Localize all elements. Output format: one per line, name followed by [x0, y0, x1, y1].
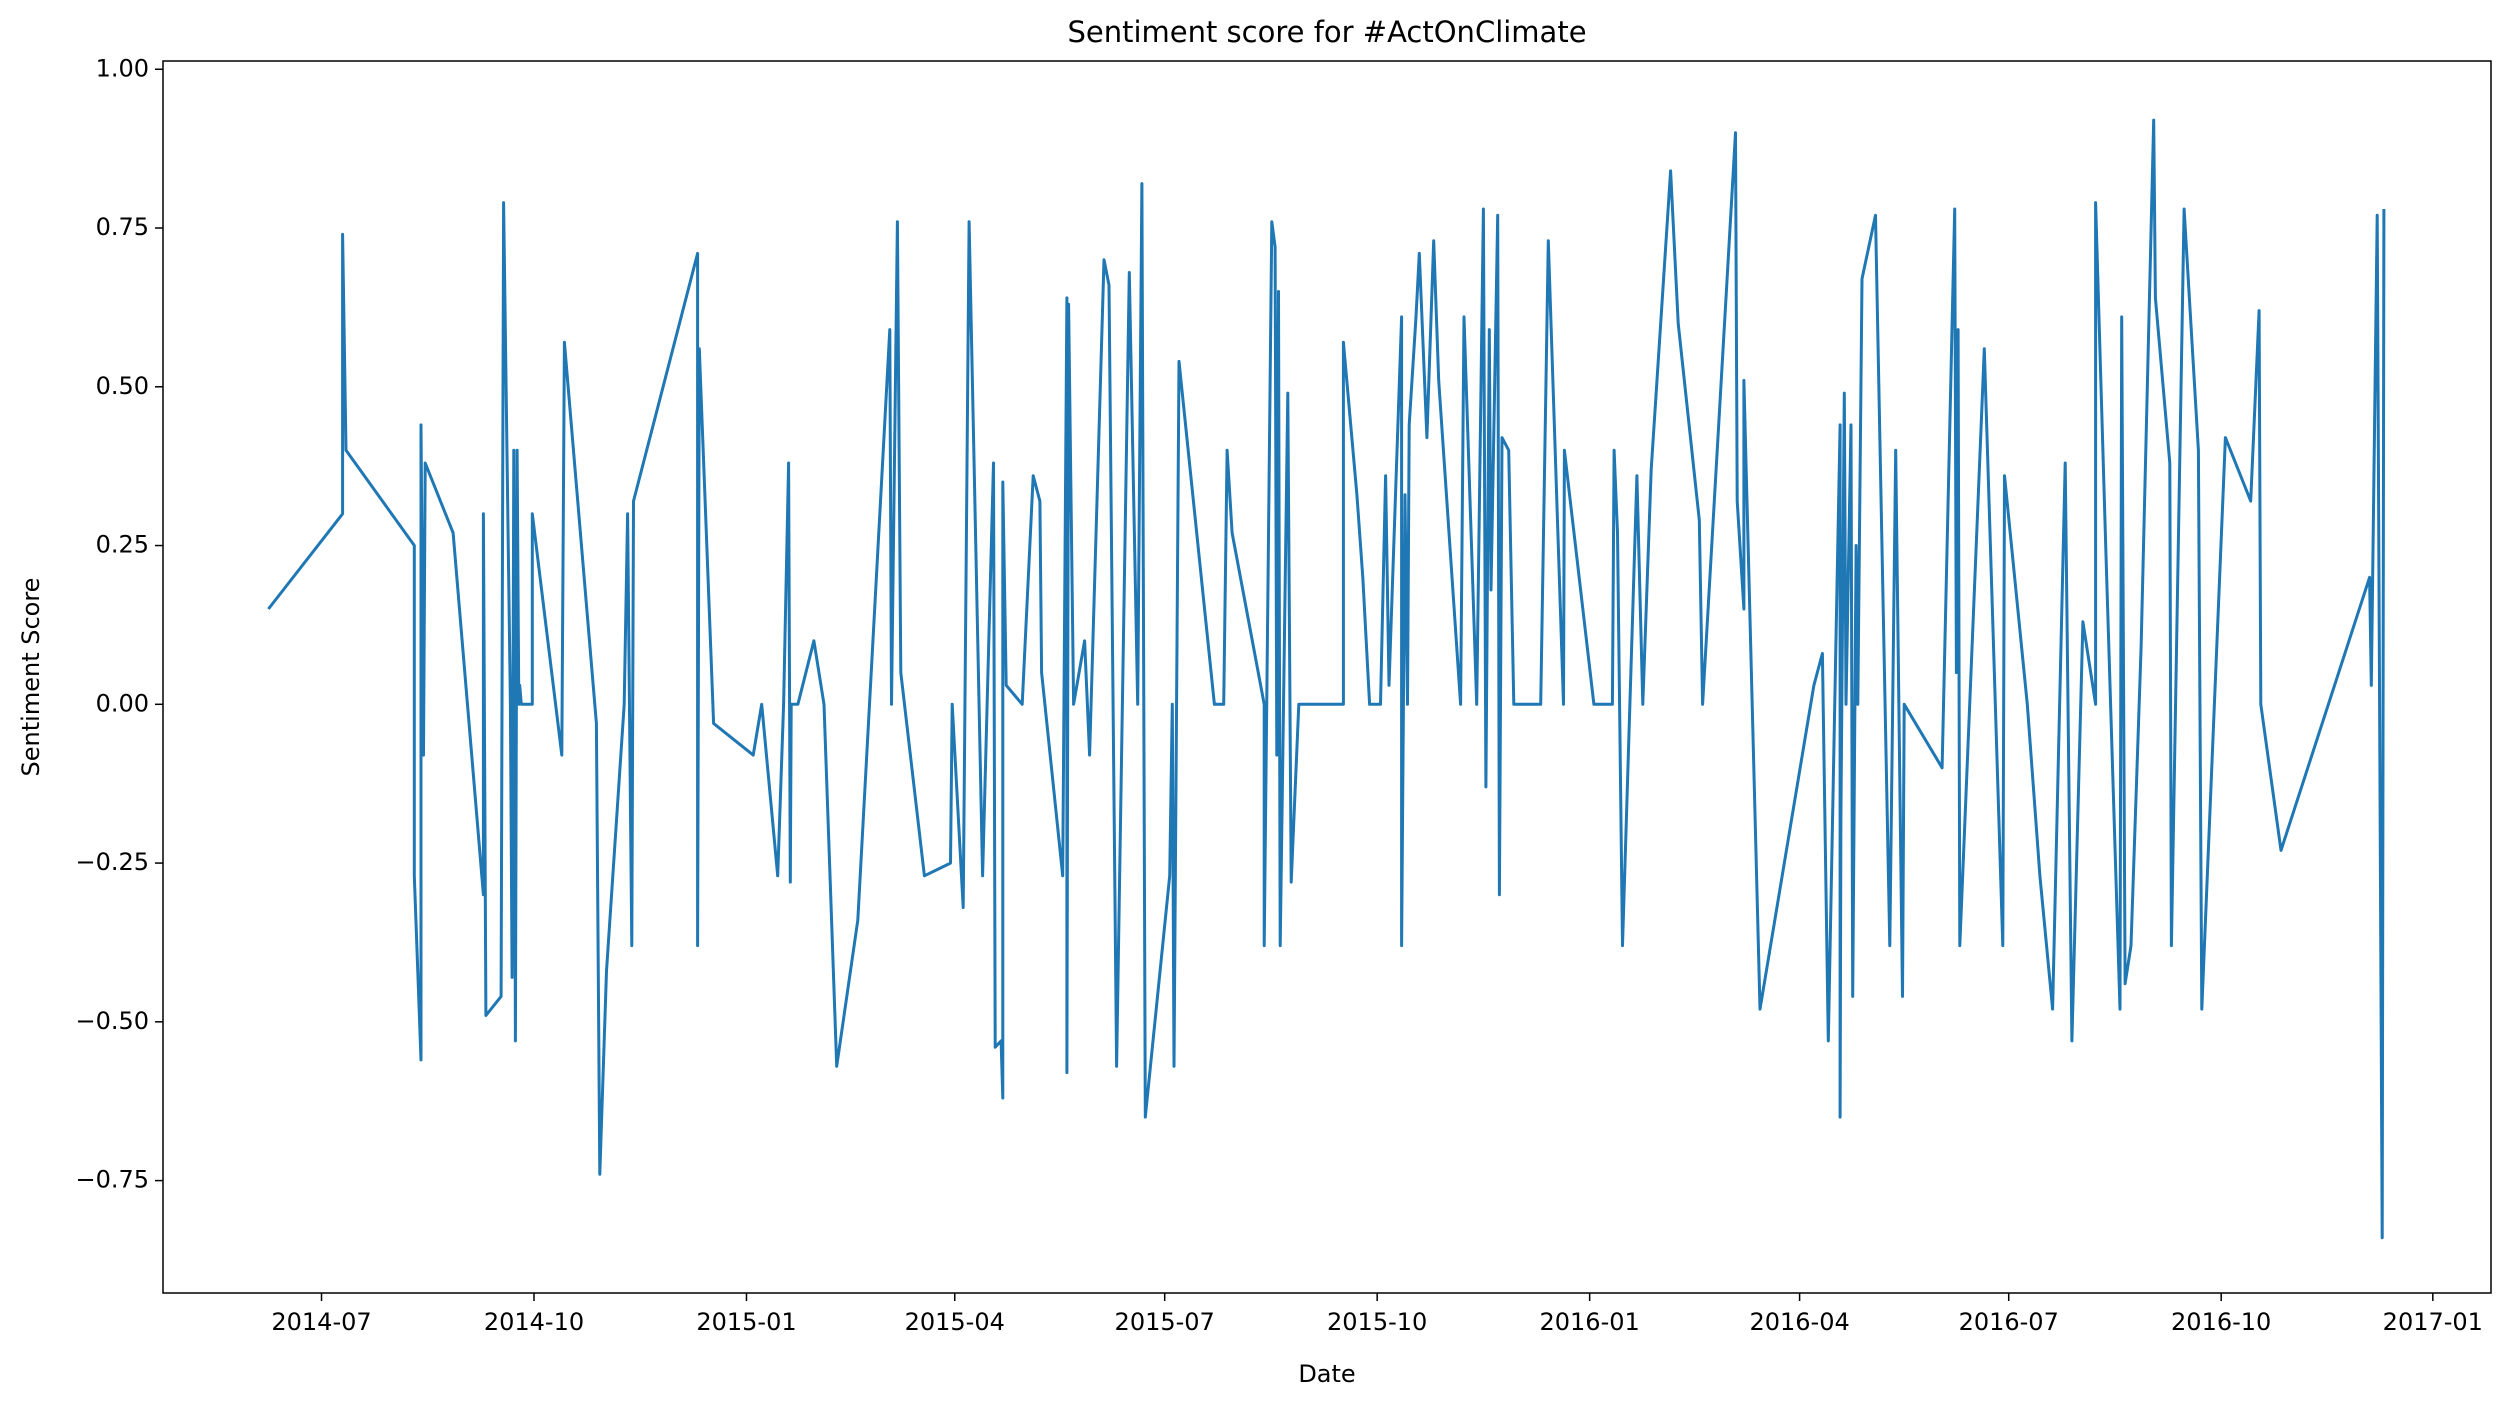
y-tick-label: 1.00	[96, 54, 149, 82]
y-tick-label: 0.50	[96, 372, 149, 400]
y-tick-label: −0.25	[75, 848, 149, 876]
x-tick-label: 2015-01	[696, 1308, 796, 1336]
x-tick-label: 2014-10	[484, 1308, 584, 1336]
x-tick-label: 2015-04	[905, 1308, 1005, 1336]
x-axis-label: Date	[1298, 1360, 1355, 1388]
y-tick-label: 0.75	[96, 213, 149, 241]
x-tick-label: 2017-01	[2383, 1308, 2483, 1336]
x-tick-label: 2016-04	[1749, 1308, 1849, 1336]
y-axis-label: Sentiment Score	[17, 578, 45, 777]
plot-frame	[162, 60, 2492, 1294]
y-tick-label: −0.75	[75, 1166, 149, 1194]
y-tick-label: −0.50	[75, 1007, 149, 1035]
y-tick-label: 0.25	[96, 531, 149, 559]
x-tick-label: 2015-07	[1115, 1308, 1215, 1336]
chart-title: Sentiment score for #ActOnClimate	[1067, 15, 1586, 49]
x-tick-label: 2015-10	[1327, 1308, 1427, 1336]
x-tick-label: 2016-07	[1959, 1308, 2059, 1336]
x-tick-label: 2016-01	[1540, 1308, 1640, 1336]
x-tick-label: 2016-10	[2171, 1308, 2271, 1336]
data-line	[267, 118, 2386, 1240]
x-tick-label: 2014-07	[271, 1308, 371, 1336]
y-tick-label: 0.00	[96, 689, 149, 717]
